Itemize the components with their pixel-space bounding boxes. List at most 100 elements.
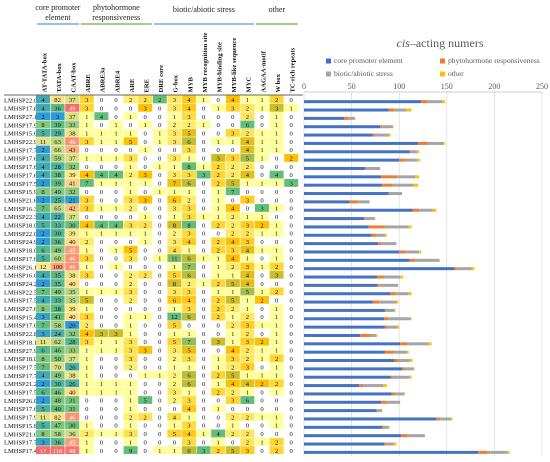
heatmap-cell <box>138 354 153 363</box>
cell-value: 0 <box>158 206 162 213</box>
heatmap-cell <box>240 295 255 304</box>
cell-value: 1 <box>100 348 103 355</box>
cell-value: 1 <box>260 139 263 146</box>
row-label: LMHSP17.6B <box>4 172 42 179</box>
heatmap-cell <box>152 204 167 212</box>
cell-value: 6 <box>187 448 191 455</box>
cell-value: 0 <box>290 239 294 246</box>
bar-segment <box>398 359 410 363</box>
cell-value: 50 <box>54 356 61 363</box>
heatmap-cell <box>123 437 138 446</box>
cell-value: 0 <box>187 323 191 330</box>
heatmap-cell <box>79 262 94 271</box>
cell-value: 0 <box>290 373 294 380</box>
cell-value: 3 <box>246 239 250 246</box>
heatmap-cell <box>65 362 80 371</box>
heatmap-cell <box>196 179 211 187</box>
cell-value: 3 <box>246 323 250 330</box>
cell-value: 1 <box>85 381 88 388</box>
row-label: LMHSP16.3 <box>4 206 37 213</box>
cell-value: 0 <box>202 381 206 388</box>
cell-value: 2 <box>129 281 132 288</box>
cell-value: 1 <box>217 206 220 213</box>
heatmap-cell <box>65 412 80 421</box>
heatmap-cell <box>94 329 109 338</box>
heatmap-cell <box>167 170 182 179</box>
heatmap-cell <box>182 170 196 179</box>
cell-value: 1 <box>100 431 103 438</box>
heatmap-cell <box>36 145 50 154</box>
cell-value: 1 <box>217 356 220 363</box>
heatmap-cell <box>79 387 94 396</box>
cell-value: 0 <box>100 272 104 279</box>
cell-value: 1 <box>173 189 176 196</box>
cell-value: 1 <box>275 256 278 263</box>
heatmap-cell <box>50 128 65 137</box>
heatmap-cell <box>167 287 182 296</box>
bar-segment <box>408 225 412 229</box>
cell-value: 3 <box>275 272 279 279</box>
cell-value: 48 <box>54 398 61 405</box>
heatmap-cell <box>94 137 109 146</box>
heatmap-cell <box>255 95 269 104</box>
cell-value: 1 <box>129 423 132 430</box>
cell-value: 35 <box>54 281 61 288</box>
row-label: LMHSP24.9 <box>4 239 37 246</box>
cell-value: 0 <box>100 97 104 104</box>
cell-value: 2 <box>129 206 132 213</box>
heatmap-cell <box>50 137 65 146</box>
heatmap-cell <box>152 304 167 313</box>
heatmap-cell <box>240 153 255 162</box>
cell-value: 4 <box>114 172 118 179</box>
heatmap-cell <box>269 120 284 129</box>
cell-value: 2 <box>231 323 234 330</box>
heatmap-cell <box>196 237 211 246</box>
cell-value: 0 <box>217 231 221 238</box>
heatmap-cell <box>284 229 299 237</box>
column-header: AT-TATA-box <box>41 52 48 92</box>
heatmap-cell <box>225 437 240 446</box>
chart-title: cis–acting numers <box>397 36 484 50</box>
cell-value: 0 <box>260 256 264 263</box>
heatmap-cell <box>211 162 226 171</box>
cell-value: 0 <box>260 448 264 455</box>
heatmap-cell <box>152 354 167 363</box>
bar-segment <box>379 300 397 304</box>
cell-value: 2 <box>275 448 278 455</box>
bar-segment <box>304 417 437 421</box>
cell-value: 39 <box>69 306 76 313</box>
heatmap-cell <box>79 312 94 321</box>
cell-value: 1 <box>246 97 249 104</box>
cell-value: 0 <box>202 348 206 355</box>
heatmap-cell <box>196 396 211 404</box>
heatmap-cell <box>36 362 50 371</box>
cell-value: 0 <box>246 406 250 413</box>
cell-value: 4 <box>231 206 235 213</box>
cell-value: 1 <box>275 139 278 146</box>
heatmap-cell <box>109 337 123 346</box>
heatmap-cell <box>94 354 109 363</box>
heatmap-cell <box>109 162 123 171</box>
heatmap-cell <box>50 371 65 379</box>
cell-value: 0 <box>202 247 206 254</box>
cell-value: 3 <box>129 197 133 204</box>
cell-value: 1 <box>260 130 263 137</box>
heatmap-cell <box>269 179 284 187</box>
cell-value: 41 <box>69 181 76 188</box>
cell-value: 1 <box>114 122 117 129</box>
cell-value: 1 <box>100 139 103 146</box>
cell-value: 1 <box>260 97 263 104</box>
heatmap-cell <box>182 137 196 146</box>
cell-value: 1 <box>144 231 147 238</box>
bar-segment <box>376 333 378 337</box>
cell-value: 2 <box>231 231 234 238</box>
heatmap-cell <box>284 346 299 354</box>
cell-value: 3 <box>129 431 133 438</box>
bar-segment <box>304 200 350 204</box>
heatmap-cell <box>94 320 109 329</box>
bar-segment <box>304 183 383 187</box>
cell-value: 2 <box>173 381 176 388</box>
cell-value: 1 <box>275 222 278 229</box>
heatmap-cell <box>65 153 80 162</box>
cell-value: 0 <box>202 114 206 121</box>
